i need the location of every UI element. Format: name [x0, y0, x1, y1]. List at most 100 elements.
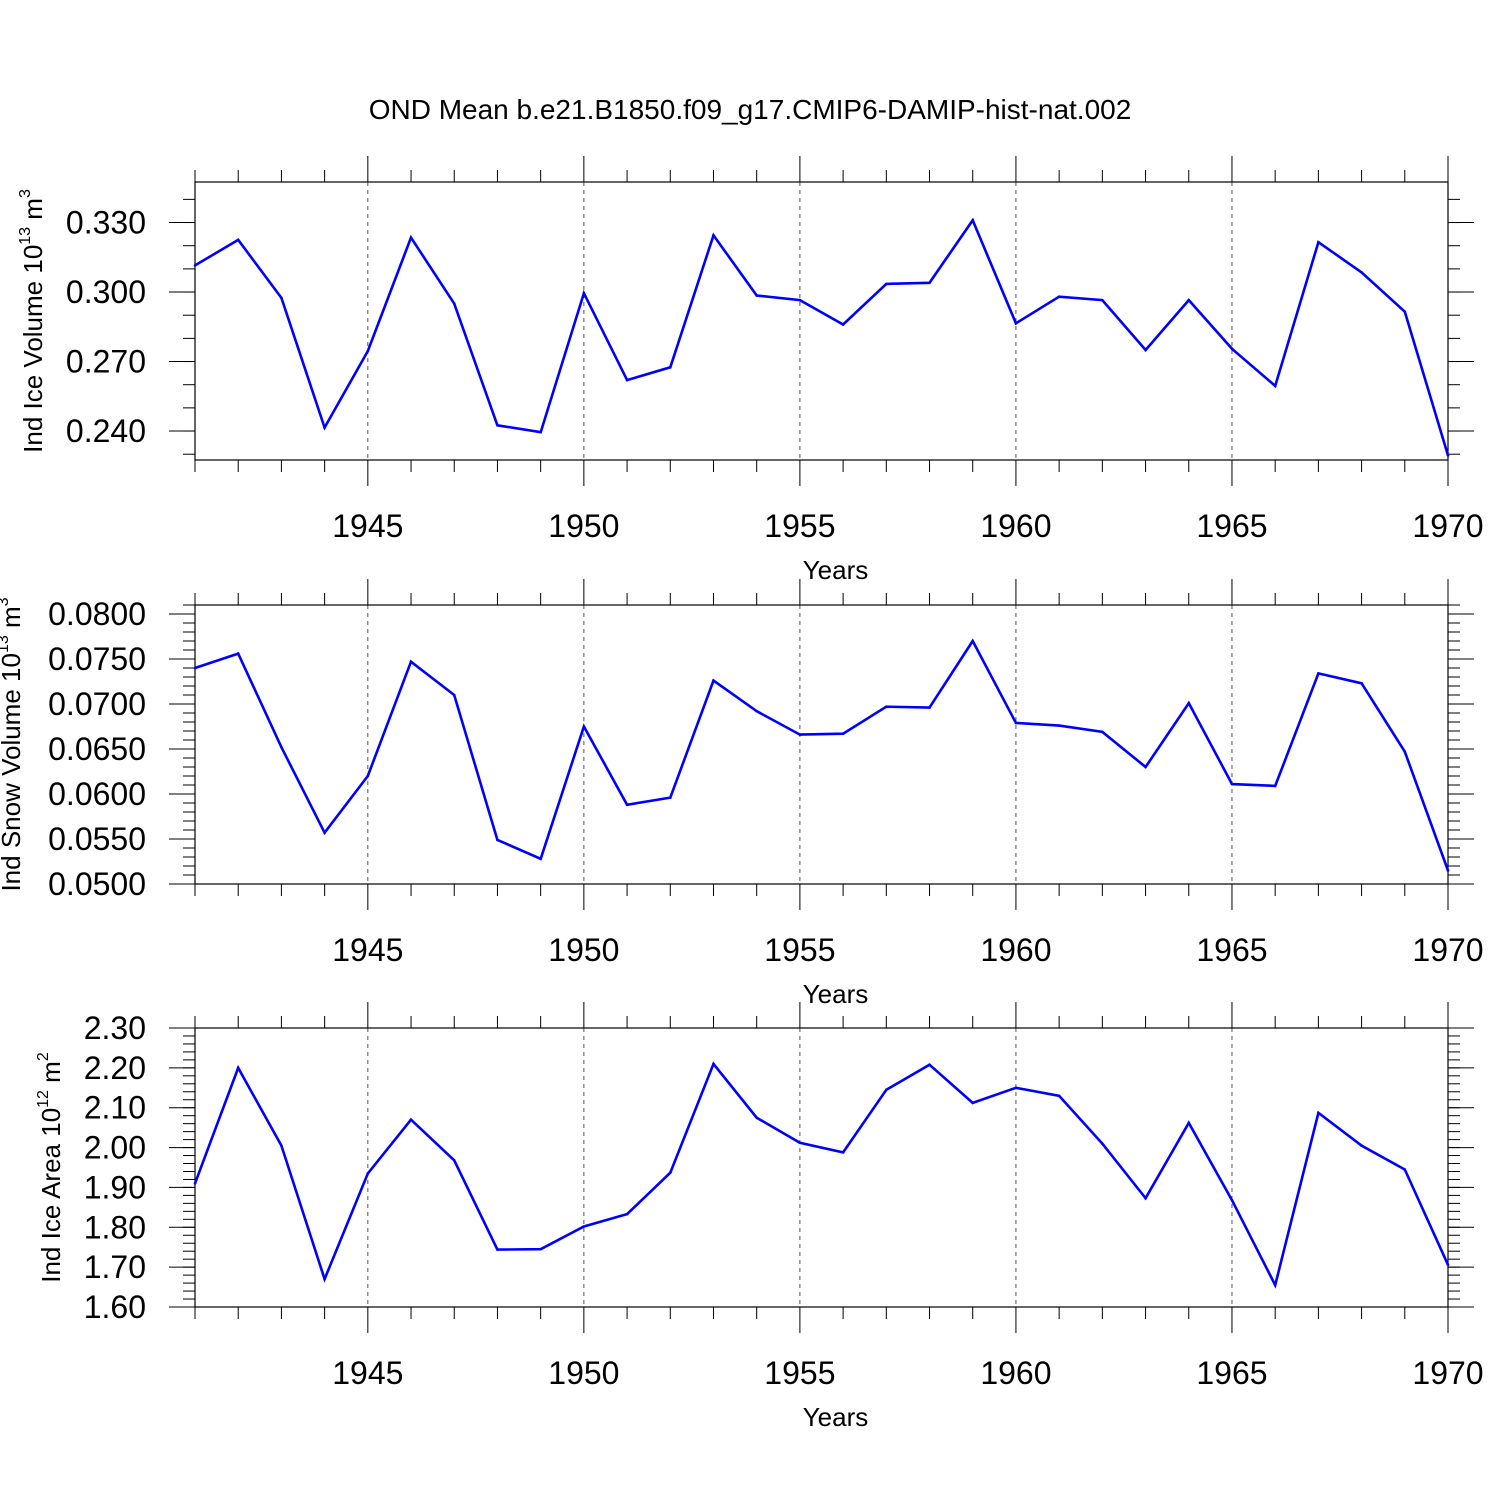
snow-volume-y-tick-label: 0.0500 [48, 866, 146, 902]
ice-area-data-point [1187, 1121, 1191, 1125]
ice-volume-data-point [1446, 454, 1450, 457]
snow-volume-y-axis-label: Ind Snow Volume 1013 m3 [0, 597, 26, 891]
snow-volume-x-tick-label: 1955 [764, 932, 835, 968]
snow-volume-data-point [409, 660, 413, 663]
ice-volume-data-point [366, 349, 370, 353]
snow-volume-x-tick-label: 1950 [548, 932, 619, 968]
ice-area-data-point [1403, 1168, 1407, 1171]
ice-area-data-point [1317, 1111, 1320, 1115]
panel-ice-volume: 1945 1950 1955 1960 1965 1970 0.240 0.270 0.300 0… [17, 156, 1484, 585]
ice-area-data-point [712, 1062, 715, 1066]
snow-volume-data-point [236, 652, 240, 655]
snow-volume-data-point [668, 796, 672, 799]
snow-volume-data-point [625, 803, 629, 807]
ice-volume-data-point [625, 378, 629, 382]
snow-volume-data-point [539, 857, 542, 861]
ice-volume-data-point [1101, 298, 1104, 302]
ice-area-data-point [280, 1144, 283, 1147]
ice-area-data-point [452, 1159, 456, 1162]
ice-volume-data-point [539, 430, 542, 434]
ice-area-data-point [928, 1063, 931, 1066]
snow-volume-x-tick-label: 1945 [332, 932, 403, 968]
ice-area-data-point [755, 1116, 758, 1119]
snow-volume-y-tick-label: 0.0600 [48, 776, 146, 812]
ice-volume-data-point [1360, 271, 1363, 274]
snow-volume-data-point [885, 705, 888, 708]
ice-area-data-point [1101, 1142, 1104, 1145]
ice-volume-y-tick-label: 0.240 [66, 413, 146, 449]
snow-volume-x-axis-label: Years [803, 979, 869, 1009]
ice-area-data-point [625, 1212, 629, 1216]
ice-volume-x-tick-label: 1945 [332, 508, 403, 544]
ice-volume-x-tick-label: 1950 [548, 508, 619, 544]
snow-volume-y-axis-label-text: Ind Snow Volume 10 [0, 653, 26, 892]
snow-volume-data-point [1057, 724, 1061, 727]
ice-area-data-point [971, 1101, 975, 1105]
ice-volume-data-point [582, 291, 586, 295]
ice-volume-data-point [1230, 347, 1234, 351]
ice-volume-data-point [712, 233, 715, 237]
ice-volume-y-axis-label-exp: 13 [17, 227, 34, 245]
snow-volume-x-tick-label: 1965 [1196, 932, 1267, 968]
ice-area-data-point [409, 1118, 413, 1121]
snow-volume-x-tick-label: 1970 [1412, 932, 1483, 968]
ice-area-data-point [1446, 1263, 1450, 1267]
ice-area-data-point [582, 1225, 586, 1228]
ice-volume-data-point [755, 294, 758, 297]
ice-volume-data-point [1403, 310, 1407, 314]
snow-volume-plot-frame [194, 604, 1449, 885]
chart-title: OND Mean b.e21.B1850.f09_g17.CMIP6-DAMIP… [369, 94, 1132, 125]
ice-area-y-tick-label: 2.20 [84, 1050, 146, 1086]
snow-volume-data-point [928, 706, 931, 709]
ice-volume-x-tick-label: 1960 [980, 508, 1051, 544]
ice-volume-data-point [1144, 348, 1147, 352]
ice-volume-x-tick-label: 1970 [1412, 508, 1483, 544]
snow-volume-y-tick-label: 0.0550 [48, 821, 146, 857]
ice-area-data-point [1230, 1198, 1234, 1202]
snow-volume-data-point [1101, 730, 1104, 734]
snow-volume-data-point [1360, 682, 1363, 685]
ice-area-y-axis-label: Ind Ice Area 1012 m2 [35, 1052, 66, 1283]
ice-volume-data-point [1187, 298, 1191, 302]
snow-volume-y-axis-label-unit: m [0, 606, 26, 635]
ice-area-y-tick-label: 1.60 [84, 1289, 146, 1325]
ice-volume-data-point [668, 366, 672, 369]
ice-volume-y-axis-label-text: Ind Ice Volume 10 [18, 245, 48, 453]
snow-volume-data-point [193, 666, 197, 670]
ice-area-data-point [323, 1277, 326, 1281]
snow-volume-data-point [1230, 782, 1234, 786]
ice-area-data-point [1014, 1086, 1018, 1090]
snow-volume-y-tick-label: 0.0750 [48, 641, 146, 677]
snow-volume-data-point [841, 732, 845, 735]
ice-volume-data-point [928, 281, 931, 285]
ice-area-series-line [193, 1061, 1450, 1289]
ice-area-data-point [236, 1066, 240, 1070]
snow-volume-y-axis-label-unit-exp: 3 [0, 597, 12, 606]
snow-volume-y-axis-label-exp: 13 [0, 635, 12, 653]
ice-volume-data-point [323, 426, 326, 429]
ice-volume-series-line [194, 217, 1450, 456]
ice-area-x-tick-label: 1950 [548, 1355, 619, 1391]
ice-volume-y-axis-label-unit: m [18, 198, 48, 227]
ice-area-y-tick-label: 1.70 [84, 1249, 146, 1285]
snow-volume-data-point [1014, 721, 1018, 725]
ice-volume-data-point [1057, 295, 1061, 298]
ice-area-data-point [668, 1171, 672, 1174]
ice-area-y-axis-label-unit-exp: 2 [35, 1052, 52, 1061]
ice-area-y-tick-label: 2.30 [84, 1010, 146, 1046]
snow-volume-data-point [1187, 701, 1191, 705]
ice-volume-data-point [798, 298, 802, 302]
ice-volume-data-point [496, 423, 499, 427]
snow-volume-data-point [1446, 869, 1450, 872]
ice-volume-data-point [1273, 384, 1277, 388]
ice-volume-y-tick-label: 0.300 [66, 274, 146, 310]
ice-area-y-tick-label: 1.80 [84, 1209, 146, 1245]
ice-volume-data-point [236, 238, 240, 242]
ice-area-data-point [366, 1172, 370, 1175]
ice-volume-data-point [1014, 322, 1018, 325]
ice-area-y-tick-label: 1.90 [84, 1169, 146, 1205]
ice-volume-x-tick-label: 1965 [1196, 508, 1267, 544]
ice-area-y-axis-label-exp: 12 [35, 1090, 52, 1108]
ice-area-data-point [496, 1248, 499, 1251]
snow-volume-data-point [496, 838, 499, 842]
